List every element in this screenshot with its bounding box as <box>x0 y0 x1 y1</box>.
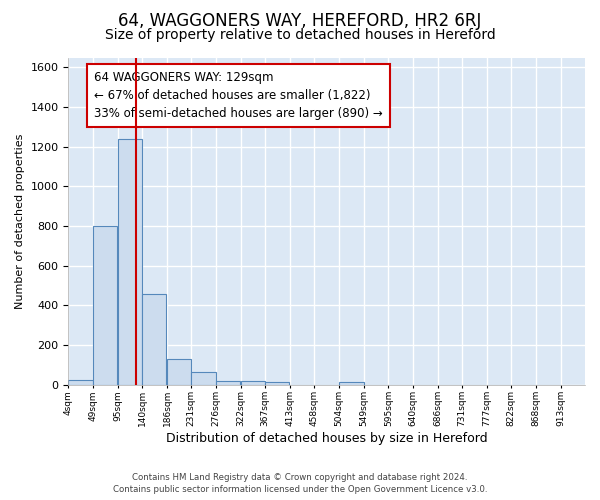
Bar <box>68 380 93 384</box>
Bar <box>93 226 117 384</box>
Text: 64, WAGGONERS WAY, HEREFORD, HR2 6RJ: 64, WAGGONERS WAY, HEREFORD, HR2 6RJ <box>118 12 482 30</box>
Bar <box>191 372 215 384</box>
Bar <box>142 294 166 384</box>
Y-axis label: Number of detached properties: Number of detached properties <box>15 134 25 308</box>
Bar <box>241 380 265 384</box>
Bar <box>167 358 191 384</box>
Text: Contains HM Land Registry data © Crown copyright and database right 2024.
Contai: Contains HM Land Registry data © Crown c… <box>113 472 487 494</box>
Bar <box>118 139 142 384</box>
Bar <box>215 380 240 384</box>
X-axis label: Distribution of detached houses by size in Hereford: Distribution of detached houses by size … <box>166 432 488 445</box>
Bar <box>339 382 364 384</box>
Bar <box>265 382 289 384</box>
Text: 64 WAGGONERS WAY: 129sqm
← 67% of detached houses are smaller (1,822)
33% of sem: 64 WAGGONERS WAY: 129sqm ← 67% of detach… <box>94 72 383 120</box>
Text: Size of property relative to detached houses in Hereford: Size of property relative to detached ho… <box>104 28 496 42</box>
